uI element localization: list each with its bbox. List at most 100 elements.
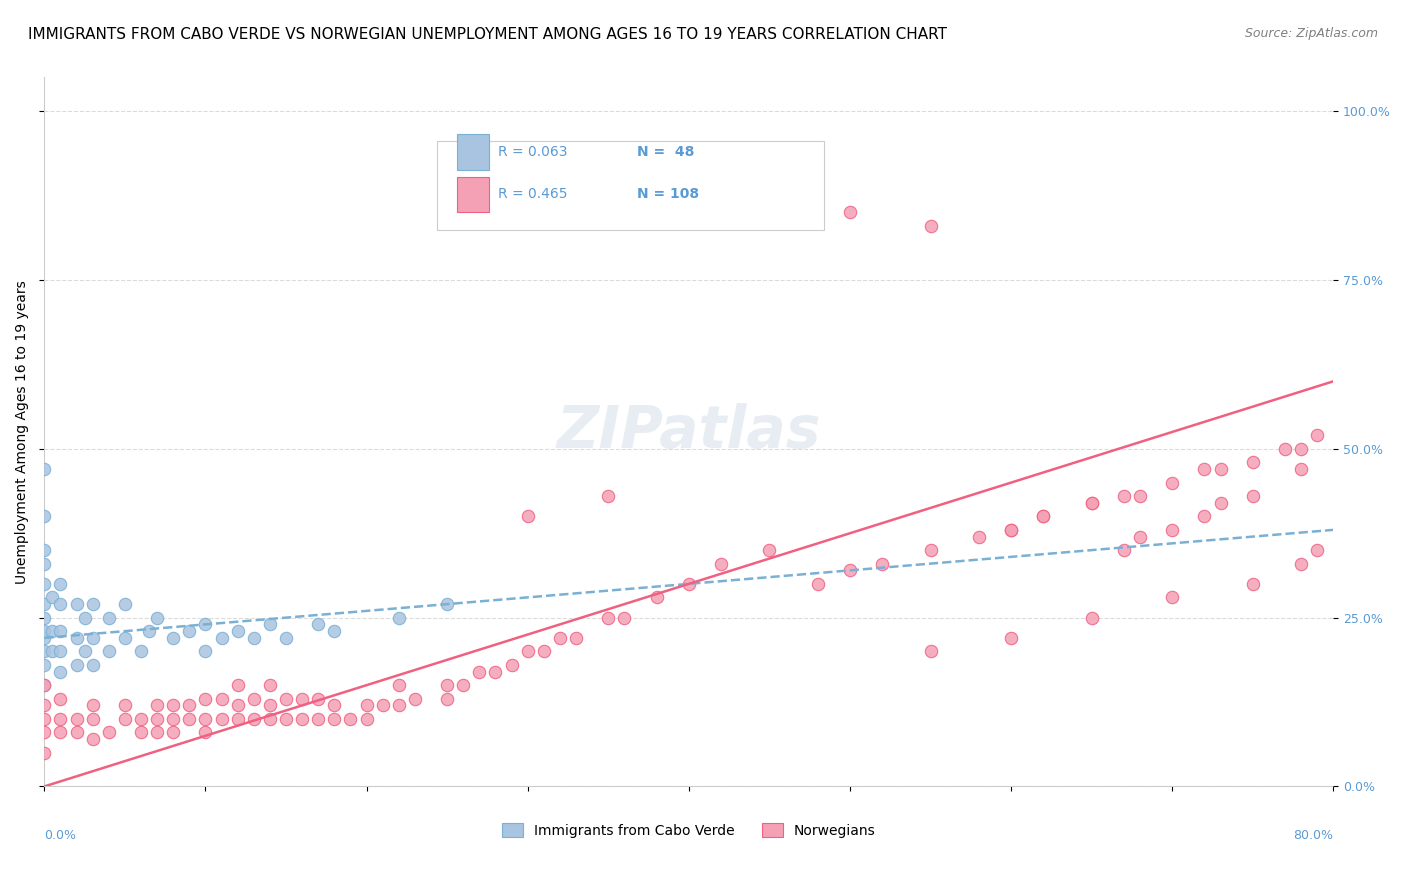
Point bbox=[259, 698, 281, 713]
Point bbox=[114, 698, 136, 713]
Point bbox=[138, 624, 160, 639]
Point bbox=[32, 462, 55, 476]
Point bbox=[32, 610, 55, 624]
Text: R = 0.063: R = 0.063 bbox=[498, 145, 568, 159]
Point bbox=[146, 712, 169, 726]
Point bbox=[194, 644, 217, 658]
Point bbox=[32, 557, 55, 571]
Point bbox=[1080, 610, 1102, 624]
Point bbox=[323, 624, 346, 639]
Point bbox=[1274, 442, 1296, 456]
Point bbox=[259, 712, 281, 726]
Text: IMMIGRANTS FROM CABO VERDE VS NORWEGIAN UNEMPLOYMENT AMONG AGES 16 TO 19 YEARS C: IMMIGRANTS FROM CABO VERDE VS NORWEGIAN … bbox=[28, 27, 948, 42]
Point bbox=[710, 557, 733, 571]
Point bbox=[356, 698, 378, 713]
Point bbox=[242, 631, 264, 645]
Point bbox=[807, 577, 830, 591]
Text: R = 0.465: R = 0.465 bbox=[498, 187, 568, 202]
Point bbox=[1289, 557, 1312, 571]
Point bbox=[129, 712, 152, 726]
Point bbox=[211, 631, 233, 645]
Point bbox=[146, 698, 169, 713]
Point bbox=[839, 205, 862, 219]
FancyBboxPatch shape bbox=[457, 177, 489, 212]
Point bbox=[129, 644, 152, 658]
Point bbox=[1032, 509, 1054, 524]
Point bbox=[97, 610, 120, 624]
Point bbox=[388, 678, 411, 692]
Point bbox=[32, 657, 55, 672]
Point bbox=[1080, 496, 1102, 510]
Point bbox=[82, 698, 104, 713]
Point bbox=[97, 725, 120, 739]
Point bbox=[32, 725, 55, 739]
Point bbox=[1000, 523, 1022, 537]
Point bbox=[870, 557, 893, 571]
Point bbox=[307, 691, 329, 706]
Point bbox=[274, 712, 297, 726]
Point bbox=[32, 597, 55, 611]
Point bbox=[49, 665, 72, 679]
Point bbox=[162, 631, 184, 645]
Point bbox=[967, 530, 990, 544]
Point bbox=[32, 712, 55, 726]
Point bbox=[114, 631, 136, 645]
Point bbox=[162, 725, 184, 739]
Point bbox=[49, 691, 72, 706]
Point bbox=[451, 678, 474, 692]
Point bbox=[179, 698, 201, 713]
Point bbox=[259, 678, 281, 692]
Point bbox=[41, 591, 63, 605]
Point bbox=[146, 610, 169, 624]
Point bbox=[1209, 496, 1232, 510]
Point bbox=[82, 732, 104, 747]
Point bbox=[65, 725, 87, 739]
Text: ZIPatlas: ZIPatlas bbox=[557, 403, 821, 460]
Point bbox=[32, 543, 55, 558]
Point bbox=[1306, 543, 1329, 558]
Point bbox=[1289, 462, 1312, 476]
Point bbox=[371, 698, 394, 713]
Point bbox=[226, 678, 249, 692]
Point bbox=[49, 725, 72, 739]
Point bbox=[1112, 543, 1135, 558]
Point bbox=[97, 644, 120, 658]
Point bbox=[839, 563, 862, 577]
Point bbox=[49, 624, 72, 639]
Point bbox=[32, 577, 55, 591]
Point bbox=[41, 644, 63, 658]
Text: 0.0%: 0.0% bbox=[44, 829, 76, 842]
Text: N = 108: N = 108 bbox=[637, 187, 699, 202]
Point bbox=[114, 597, 136, 611]
Point bbox=[211, 712, 233, 726]
Point bbox=[32, 624, 55, 639]
Point bbox=[1241, 577, 1264, 591]
Point bbox=[274, 691, 297, 706]
Point bbox=[162, 712, 184, 726]
Point bbox=[1112, 489, 1135, 503]
Point bbox=[114, 712, 136, 726]
Point bbox=[645, 591, 668, 605]
Point bbox=[65, 631, 87, 645]
Point bbox=[82, 657, 104, 672]
Point bbox=[49, 597, 72, 611]
Point bbox=[274, 631, 297, 645]
Point bbox=[436, 678, 458, 692]
Point bbox=[49, 577, 72, 591]
Point bbox=[920, 219, 942, 233]
Point bbox=[82, 631, 104, 645]
Point bbox=[32, 746, 55, 760]
Text: 80.0%: 80.0% bbox=[1294, 829, 1333, 842]
Point bbox=[388, 610, 411, 624]
Point bbox=[146, 725, 169, 739]
Point bbox=[516, 644, 538, 658]
Point bbox=[291, 712, 314, 726]
Point bbox=[179, 712, 201, 726]
Point bbox=[1000, 523, 1022, 537]
Point bbox=[65, 597, 87, 611]
Point bbox=[291, 691, 314, 706]
Point bbox=[613, 610, 636, 624]
Point bbox=[162, 698, 184, 713]
Point bbox=[598, 489, 620, 503]
Point bbox=[468, 665, 491, 679]
